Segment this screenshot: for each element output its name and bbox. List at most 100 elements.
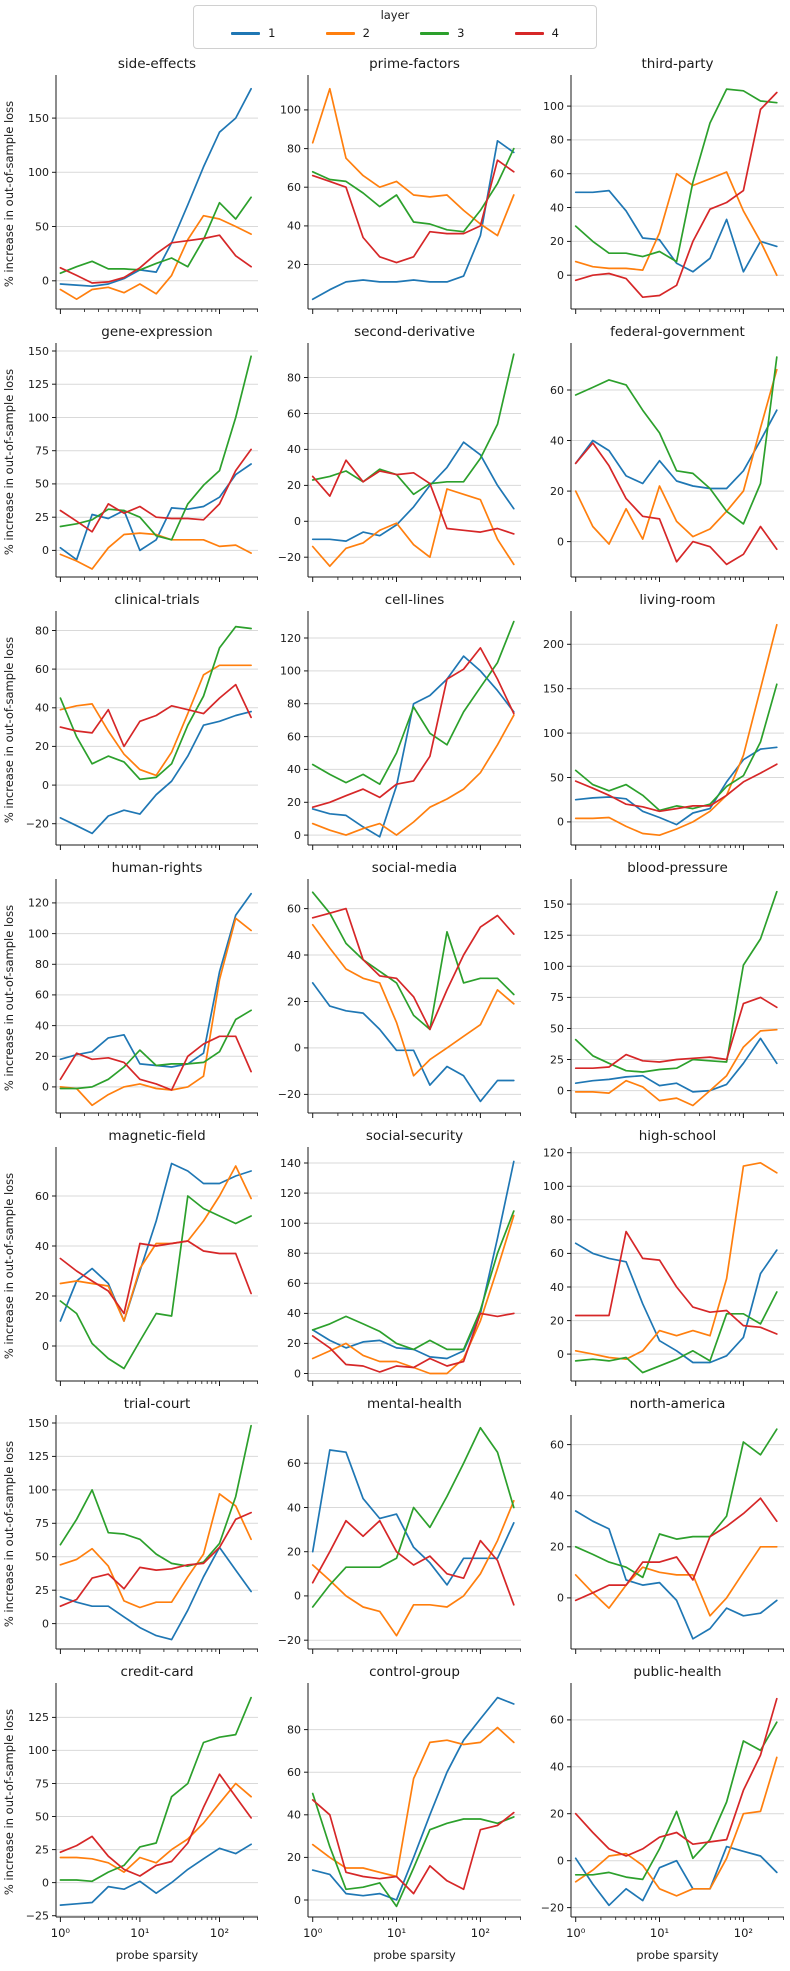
series-line-layer-2 [574,368,778,545]
legend-box: layer 1 2 3 4 [193,5,597,49]
series-line-layer-1 [311,982,515,1103]
series-line-layer-4 [59,234,252,284]
legend-line-swatch [514,31,544,35]
y-tick-label: 50 [35,1810,49,1823]
series-line-layer-4 [311,1799,515,1895]
series-line-layer-1 [574,189,778,273]
y-axis-label: % increase in out-of-sample loss [2,637,16,823]
y-tick-label: 80 [35,958,49,971]
y-tick-label: 20 [550,1314,564,1327]
series-line-layer-2 [311,923,515,1077]
y-tick-label: 120 [543,1147,564,1160]
y-tick-label: 80 [287,698,301,711]
chart-title: social-security [366,1128,463,1144]
chart-side-effects: 0 50 100 150 side-effects % increase in out-o… [2,56,258,314]
y-tick-label: 20 [550,485,564,498]
x-tick-label: 10⁰ [566,1926,586,1940]
y-tick-label: 60 [287,730,301,743]
subplot-control-group: 0 20 40 60 80 control-group 10⁰ 10¹ 10² probe spa… [264,1657,527,1969]
subplot-gene-expression: 0 25 50 75 100 125 150 gene-expression % increas… [0,317,264,585]
series-line-layer-4 [59,683,252,748]
x-tick-label: 10² [210,1926,229,1940]
series-line-layer-2 [574,171,778,277]
y-tick-label: 100 [280,665,301,678]
y-tick-label: 20 [287,1546,301,1559]
series-line-layer-4 [311,459,515,535]
subplot-clinical-trials: −20 0 20 40 60 80 clinical-trials % increase in… [0,585,264,853]
series-line-layer-2 [59,1782,252,1873]
y-tick-label: 50 [35,220,49,233]
y-tick-label: 25 [35,1843,49,1856]
subplot-second-derivative: −20 0 20 40 60 80 second-derivative [264,317,527,585]
y-tick-label: 50 [550,1022,564,1035]
y-tick-label: 0 [42,1340,49,1353]
series-line-layer-3 [59,1195,252,1370]
chart-control-group: 0 20 40 60 80 control-group 10⁰ 10¹ 10² probe spa… [287,1664,521,1962]
y-tick-label: 20 [550,1808,564,1821]
series-line-layer-4 [59,1511,252,1608]
series-line-layer-3 [59,1009,252,1090]
chart-title: gene-expression [101,324,212,340]
subplot-mental-health: −20 0 20 40 60 mental-health [264,1389,527,1657]
y-tick-label: 80 [287,142,301,155]
y-axis-label: % increase in out-of-sample loss [2,101,16,287]
y-tick-label: 80 [35,624,49,637]
y-tick-label: 140 [280,1157,301,1170]
y-tick-label: 150 [28,1417,49,1430]
subplot-high-school: 0 20 40 60 80 100 120 high-school [527,1121,790,1389]
y-axis-label: % increase in out-of-sample loss [2,905,16,1091]
y-tick-label: 50 [35,1551,49,1564]
x-tick-label: 10⁰ [303,1926,323,1940]
y-tick-label: 60 [35,1190,49,1203]
legend-entries: 1 2 3 4 [206,26,584,40]
series-line-layer-4 [311,907,515,1031]
chart-title: clinical-trials [114,592,199,608]
series-line-layer-2 [59,1493,252,1609]
subplot-third-party: 0 20 40 60 80 100 third-party [527,49,790,317]
y-tick-label: 60 [287,1457,301,1470]
y-tick-label: 80 [287,1247,301,1260]
series-line-layer-1 [574,1037,778,1093]
series-line-layer-2 [59,1165,252,1322]
y-tick-label: 60 [550,384,564,397]
chart-public-health: −20 0 20 40 60 public-health 10⁰ 10¹ 10² probe sp… [541,1664,784,1962]
series-line-layer-2 [59,532,252,570]
series-line-layer-3 [59,1424,252,1567]
chart-federal-government: 0 20 40 60 federal-government [550,324,784,582]
chart-title: blood-pressure [627,860,728,876]
chart-title: living-room [639,592,715,608]
series-line-layer-2 [59,917,252,1107]
series-line-layer-4 [59,1773,252,1877]
y-tick-label: 60 [550,168,564,181]
y-tick-label: 120 [28,897,49,910]
y-tick-label: 0 [294,1042,301,1055]
chart-title: third-party [641,56,713,72]
chart-title: side-effects [118,56,196,72]
y-tick-label: 100 [28,411,49,424]
y-tick-label: −20 [541,1901,564,1914]
series-line-layer-4 [59,1035,252,1091]
y-tick-label: 40 [550,1490,564,1503]
x-tick-label: 10² [734,1926,753,1940]
y-tick-label: 75 [35,445,49,458]
y-tick-label: 0 [42,1617,49,1630]
chart-living-room: 0 50 100 150 200 living-room [543,592,784,850]
y-tick-label: 120 [280,1187,301,1200]
chart-title: prime-factors [369,56,460,72]
y-tick-label: 40 [550,201,564,214]
chart-social-security: 0 20 40 60 80 100 120 140 social-security [280,1128,521,1386]
y-tick-label: 50 [35,478,49,491]
y-tick-label: 125 [28,1450,49,1463]
y-tick-label: 20 [287,258,301,271]
y-tick-label: 0 [42,779,49,792]
chart-human-rights: 0 20 40 60 80 100 120 human-rights % increase in… [2,860,258,1118]
y-tick-label: 120 [280,632,301,645]
x-axis-label: probe sparsity [373,1948,456,1962]
y-tick-label: 0 [294,1367,301,1380]
chart-title: north-america [630,1396,726,1412]
y-tick-label: 200 [543,638,564,651]
chart-cell-lines: 0 20 40 60 80 100 120 cell-lines [280,592,521,850]
subplot-public-health: −20 0 20 40 60 public-health 10⁰ 10¹ 10² probe sp… [527,1657,790,1969]
series-line-layer-2 [574,1545,778,1617]
y-tick-label: 100 [28,166,49,179]
